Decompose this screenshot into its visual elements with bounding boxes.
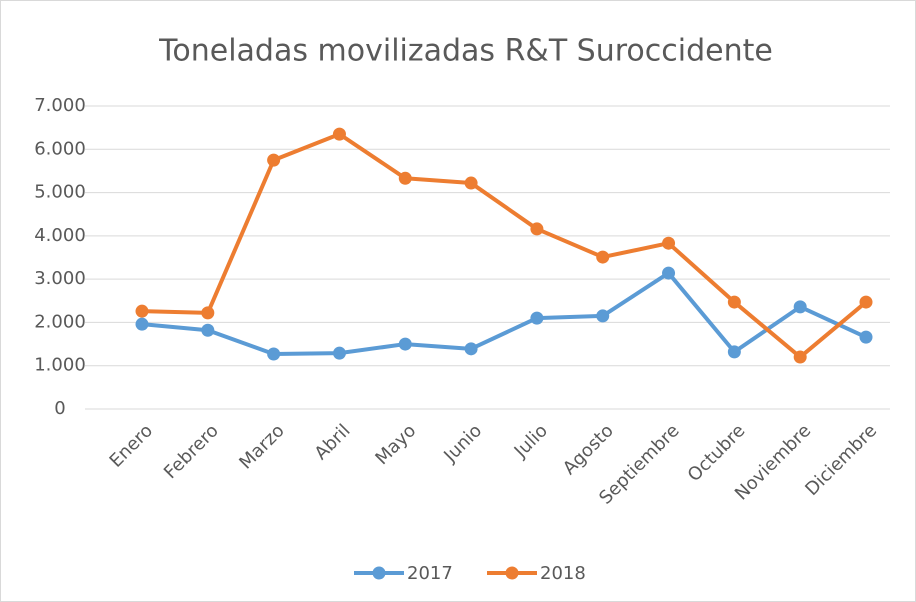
y-tick-label: 2.000 <box>34 311 86 332</box>
y-tick-label: 3.000 <box>34 268 86 289</box>
series-line <box>141 132 868 360</box>
chart-title: Toneladas movilizadas R&T Suroccidente <box>158 34 773 69</box>
point <box>201 306 215 320</box>
point <box>793 300 807 314</box>
series-line <box>141 271 867 357</box>
point <box>530 222 544 236</box>
point <box>596 309 610 323</box>
y-tick-label: 0 <box>54 398 65 419</box>
point <box>332 127 346 141</box>
point <box>596 250 610 264</box>
point <box>727 295 741 309</box>
y-tick-label: 5.000 <box>34 182 86 203</box>
point <box>662 236 676 250</box>
point <box>859 330 873 344</box>
point <box>530 311 544 325</box>
point <box>859 295 873 309</box>
y-tick-label: 6.000 <box>34 138 86 159</box>
legend-marker <box>505 566 519 580</box>
point <box>267 347 281 361</box>
y-tick-label: 1.000 <box>34 355 86 376</box>
legend-label: 2018 <box>540 563 586 584</box>
point <box>793 350 807 364</box>
point <box>464 176 478 190</box>
point <box>727 345 741 359</box>
point <box>267 153 281 167</box>
point <box>201 323 215 337</box>
point <box>135 304 149 318</box>
legend-marker <box>372 566 386 580</box>
legend-label: 2017 <box>407 563 453 584</box>
point <box>464 342 478 356</box>
point <box>398 337 412 351</box>
point <box>332 346 346 360</box>
y-tick-label: 7.000 <box>34 95 86 116</box>
point <box>398 171 412 185</box>
point <box>135 317 149 331</box>
y-tick-label: 4.000 <box>34 225 86 246</box>
point <box>662 266 676 280</box>
